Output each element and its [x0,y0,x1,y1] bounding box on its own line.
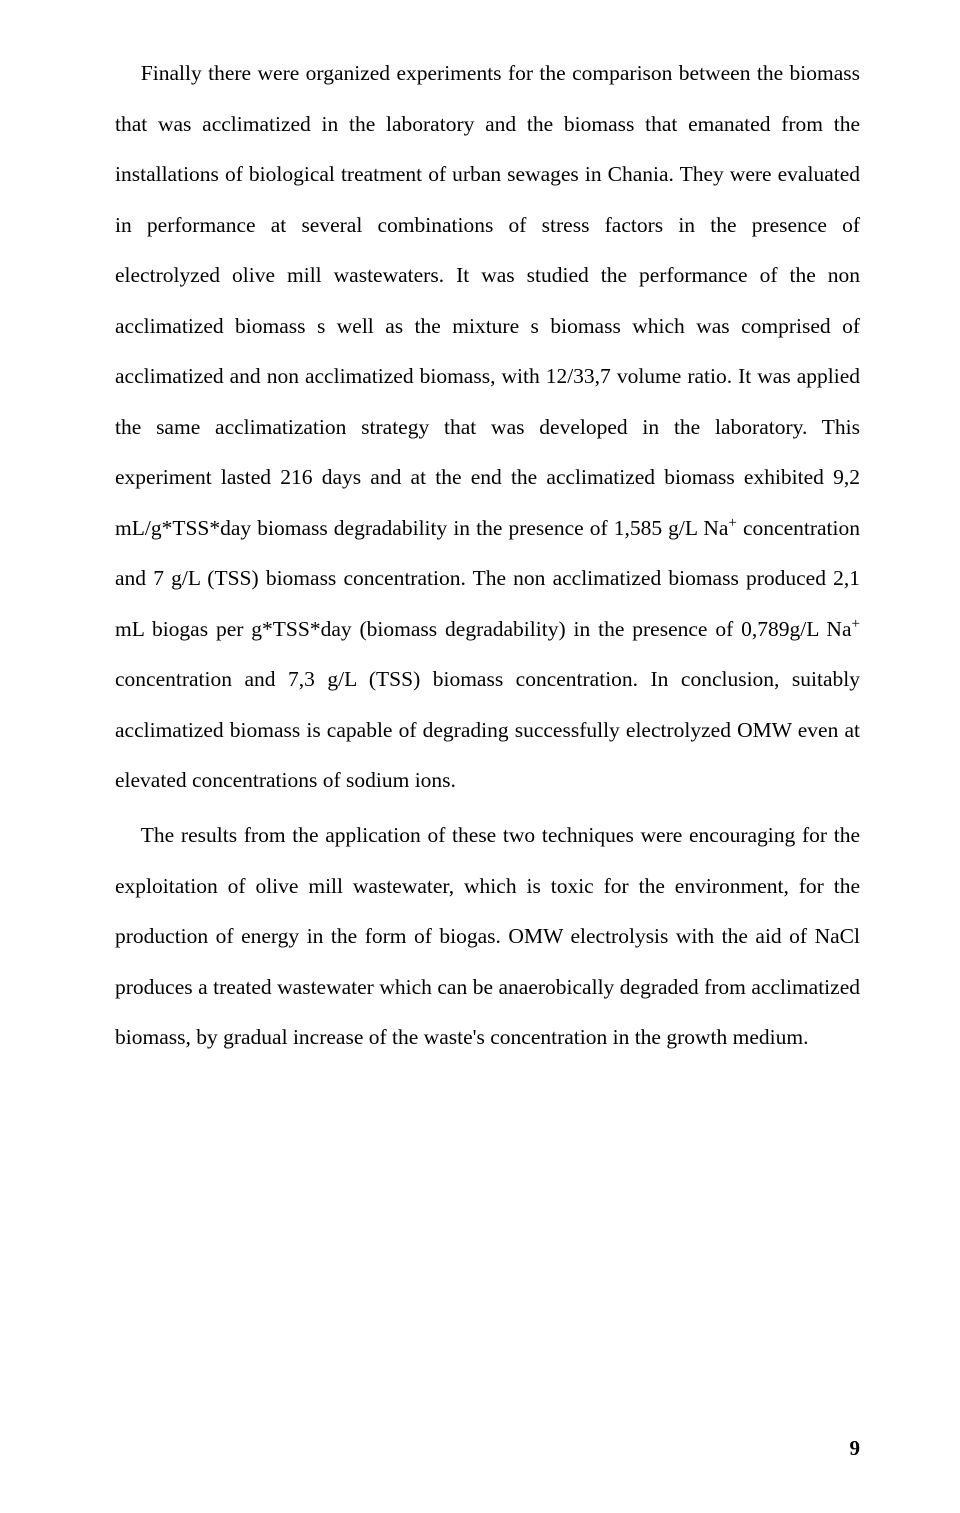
paragraph: The results from the application of thes… [115,810,860,1063]
superscript: + [728,514,737,530]
page-number: 9 [850,1424,861,1473]
body-text: Finally there were organized experiments… [115,48,860,1063]
paragraph: Finally there were organized experiments… [115,48,860,806]
document-page: Finally there were organized experiments… [0,0,960,1513]
superscript: + [852,616,861,632]
